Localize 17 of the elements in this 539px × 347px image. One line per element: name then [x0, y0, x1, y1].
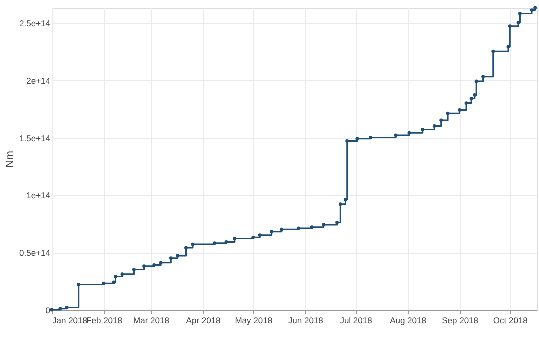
y-tick-label: 2.5e+14	[20, 18, 51, 28]
y-tick-label: 0	[46, 306, 51, 316]
y-tick-label: 0.5e+14	[20, 248, 51, 258]
y-tick-label: 1.5e+14	[20, 133, 51, 144]
x-tick-label: Aug 2018	[390, 316, 427, 326]
x-tick-label: Jul 2018	[340, 316, 373, 326]
x-tick-label: Feb 2018	[86, 316, 123, 326]
x-tick-label: Mar 2018	[134, 316, 170, 326]
y-tick-label: 2e+14	[26, 76, 51, 86]
x-tick-label: Jun 2018	[288, 316, 324, 326]
x-tick-label: Apr 2018	[186, 316, 222, 326]
x-tick-label: May 2018	[235, 316, 273, 326]
y-axis-title: Nm	[4, 150, 17, 168]
x-tick-label: Oct 2018	[493, 316, 528, 326]
y-tick-label: 1e+14	[26, 190, 51, 201]
x-tick-label: Sep 2018	[442, 316, 479, 326]
x-tick-label: Jan 2018	[52, 316, 88, 326]
